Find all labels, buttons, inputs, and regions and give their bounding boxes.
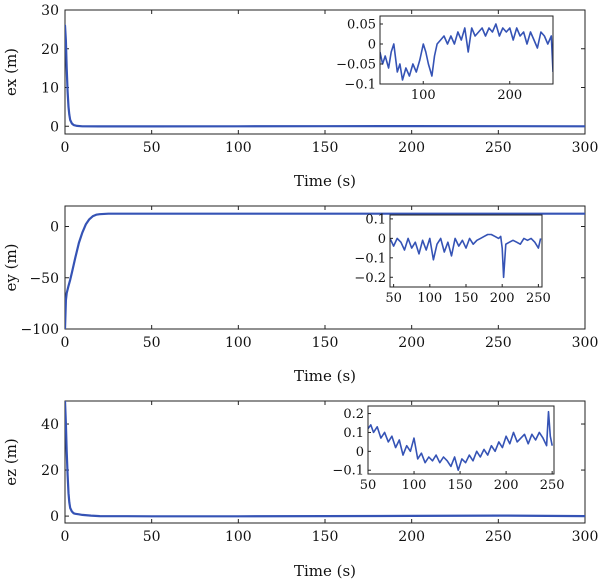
inset-y-tick-label: −0.2 — [354, 271, 386, 286]
x-tick-label: 100 — [225, 140, 252, 156]
inset-x-tick-label: 50 — [360, 478, 377, 493]
x-tick-label: 100 — [225, 529, 252, 545]
inset-x-tick-label: 100 — [411, 88, 436, 103]
y-tick-label: −100 — [21, 322, 59, 338]
inset-x-tick-label: 200 — [497, 88, 522, 103]
series-line-1 — [65, 24, 585, 128]
y-tick-label: −50 — [29, 271, 59, 287]
x-tick-label: 150 — [312, 140, 339, 156]
y-axis-label: ez (m) — [2, 438, 20, 485]
inset-background — [390, 215, 542, 287]
inset-y-tick-label: 0.05 — [347, 18, 376, 33]
x-tick-label: 250 — [485, 335, 512, 351]
series-line-1 — [65, 401, 585, 518]
x-tick-label: 0 — [61, 335, 70, 351]
panel-1: 0 50 100 150 200 250 300 0 10 20 30 Time (s) ex (m) 1… — [2, 3, 598, 190]
x-axis-label: Time (s) — [294, 367, 356, 385]
x-tick-label: 200 — [398, 140, 425, 156]
y-axis-label: ex (m) — [2, 48, 20, 96]
x-tick-label: 150 — [312, 529, 339, 545]
x-tick-label: 150 — [312, 335, 339, 351]
x-tick-label: 250 — [485, 529, 512, 545]
inset-1: 100 200 0.05 0 −0.05 −0.1 — [336, 15, 554, 103]
x-tick-label: 200 — [398, 529, 425, 545]
inset-x-tick-label: 100 — [402, 478, 427, 493]
inset-x-tick-label: 150 — [454, 291, 479, 306]
inset-y-tick-label: −0.1 — [354, 251, 386, 266]
inset-series-line-1 — [380, 23, 553, 81]
x-axis-label: Time (s) — [294, 562, 356, 580]
y-axis-label: ey (m) — [2, 243, 20, 291]
inset-y-tick-label: 0.1 — [365, 212, 386, 227]
inset-y-tick-label: 0 — [356, 445, 364, 460]
inset-frame — [379, 15, 554, 85]
inset-y-tick-label: 0 — [368, 38, 376, 53]
inset-y-tick-label: 0.2 — [343, 407, 364, 422]
y-tick-label: 20 — [41, 463, 59, 479]
inset-y-tick-label: −0.05 — [336, 58, 376, 73]
inset-x-tick-label: 100 — [417, 291, 442, 306]
x-tick-label: 100 — [225, 335, 252, 351]
inset-y-tick-label: −0.1 — [344, 78, 376, 93]
inset-x-tick-label: 200 — [494, 478, 519, 493]
inset-background — [380, 16, 553, 84]
inset-y-tick-label: −0.1 — [332, 464, 364, 479]
x-tick-label: 300 — [572, 529, 599, 545]
x-tick-label: 300 — [572, 140, 599, 156]
x-tick-label: 50 — [143, 529, 161, 545]
inset-2: 50 100 150 200 250 0.1 0 −0.1 −0.2 — [354, 212, 550, 306]
inset-x-tick-label: 50 — [385, 291, 402, 306]
x-tick-label: 0 — [61, 529, 70, 545]
y-tick-label: 30 — [41, 3, 59, 19]
y-tick-label: 20 — [41, 42, 59, 58]
inset-x-tick-label: 150 — [448, 478, 473, 493]
inset-x-tick-label: 250 — [540, 478, 565, 493]
x-axis-label: Time (s) — [294, 172, 356, 190]
panel-2: 0 50 100 150 200 250 300 0 −50 −100 Time (s) ey (m)… — [2, 205, 599, 385]
inset-x-tick-label: 200 — [490, 291, 515, 306]
series-line-1 — [65, 212, 585, 329]
x-tick-label: 50 — [143, 140, 161, 156]
x-tick-label: 50 — [143, 335, 161, 351]
inset-series-line-1 — [390, 233, 542, 279]
x-tick-label: 200 — [398, 335, 425, 351]
y-tick-label: 10 — [41, 81, 59, 97]
inset-frame — [367, 405, 555, 475]
x-tick-label: 300 — [572, 335, 599, 351]
y-tick-label: 0 — [50, 220, 59, 236]
y-tick-label: 0 — [50, 119, 59, 135]
inset-x-tick-label: 250 — [526, 291, 551, 306]
inset-y-tick-label: 0 — [378, 232, 386, 247]
inset-y-tick-label: 0.1 — [343, 426, 364, 441]
inset-series-line-1 — [368, 410, 553, 472]
x-tick-label: 0 — [61, 140, 70, 156]
panel-3: 0 50 100 150 200 250 300 0 20 40 Time (s) ez (m) 50 1… — [2, 400, 599, 580]
x-tick-label: 250 — [485, 140, 512, 156]
y-tick-label: 0 — [50, 509, 59, 525]
inset-3: 50 100 150 200 250 0.2 0.1 0 −0.1 — [332, 405, 565, 493]
y-tick-label: 40 — [41, 417, 59, 433]
